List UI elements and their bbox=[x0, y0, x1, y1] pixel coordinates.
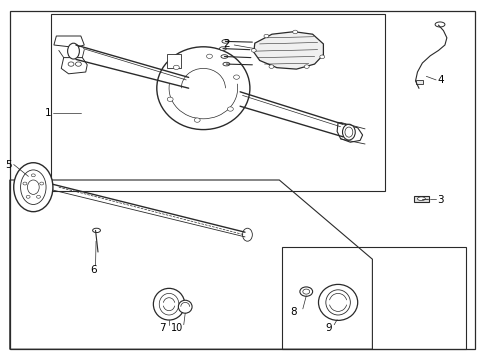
Ellipse shape bbox=[27, 180, 39, 194]
Ellipse shape bbox=[68, 62, 74, 66]
Ellipse shape bbox=[222, 40, 229, 43]
Ellipse shape bbox=[31, 174, 35, 177]
Ellipse shape bbox=[304, 65, 309, 68]
Ellipse shape bbox=[40, 182, 44, 185]
Ellipse shape bbox=[23, 182, 27, 185]
Polygon shape bbox=[414, 196, 429, 202]
Ellipse shape bbox=[264, 34, 269, 38]
Ellipse shape bbox=[21, 170, 46, 204]
Ellipse shape bbox=[157, 47, 250, 130]
Text: 2: 2 bbox=[223, 39, 230, 49]
Ellipse shape bbox=[223, 62, 230, 66]
Text: 1: 1 bbox=[45, 108, 51, 118]
Text: 9: 9 bbox=[325, 323, 332, 333]
Ellipse shape bbox=[293, 30, 298, 34]
Ellipse shape bbox=[417, 197, 425, 201]
Ellipse shape bbox=[326, 290, 350, 315]
Ellipse shape bbox=[68, 43, 79, 59]
Ellipse shape bbox=[178, 300, 192, 313]
Text: 3: 3 bbox=[437, 195, 444, 205]
Ellipse shape bbox=[243, 228, 252, 241]
Ellipse shape bbox=[194, 118, 200, 122]
Ellipse shape bbox=[234, 75, 240, 79]
Bar bbox=[416, 80, 423, 84]
Ellipse shape bbox=[220, 47, 226, 50]
Text: 7: 7 bbox=[159, 323, 166, 333]
Ellipse shape bbox=[75, 62, 81, 66]
Ellipse shape bbox=[435, 22, 445, 27]
Text: 4: 4 bbox=[437, 75, 444, 85]
Ellipse shape bbox=[320, 55, 325, 59]
Ellipse shape bbox=[227, 107, 233, 111]
Ellipse shape bbox=[269, 65, 274, 68]
Text: 10: 10 bbox=[172, 323, 183, 333]
Ellipse shape bbox=[343, 124, 355, 140]
Ellipse shape bbox=[159, 293, 179, 315]
Polygon shape bbox=[61, 58, 87, 74]
Ellipse shape bbox=[93, 228, 100, 233]
Ellipse shape bbox=[37, 195, 41, 198]
Text: 6: 6 bbox=[90, 265, 97, 275]
Ellipse shape bbox=[167, 97, 173, 102]
Ellipse shape bbox=[345, 127, 353, 137]
Ellipse shape bbox=[303, 289, 310, 294]
Polygon shape bbox=[337, 122, 363, 142]
Polygon shape bbox=[254, 32, 323, 69]
Ellipse shape bbox=[173, 65, 179, 69]
Ellipse shape bbox=[221, 55, 228, 58]
Ellipse shape bbox=[207, 54, 213, 58]
Bar bbox=[282, 247, 466, 349]
Polygon shape bbox=[167, 54, 181, 68]
Text: 8: 8 bbox=[291, 307, 297, 318]
Text: 5: 5 bbox=[5, 159, 12, 170]
Polygon shape bbox=[54, 36, 84, 48]
Ellipse shape bbox=[26, 195, 30, 198]
Ellipse shape bbox=[251, 49, 256, 52]
Ellipse shape bbox=[300, 287, 313, 296]
Ellipse shape bbox=[14, 163, 53, 212]
Ellipse shape bbox=[153, 288, 185, 320]
Ellipse shape bbox=[318, 284, 358, 320]
